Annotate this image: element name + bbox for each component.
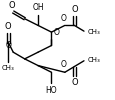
- Text: CH₃: CH₃: [87, 57, 100, 63]
- Text: OH: OH: [32, 3, 43, 12]
- Text: CH₃: CH₃: [87, 29, 100, 35]
- Text: O: O: [5, 41, 11, 50]
- Text: O: O: [53, 28, 59, 37]
- Text: CH₃: CH₃: [2, 65, 15, 71]
- Text: O: O: [60, 14, 66, 22]
- Text: O: O: [70, 78, 77, 87]
- Text: O: O: [4, 22, 11, 31]
- Text: HO: HO: [45, 86, 57, 95]
- Text: O: O: [9, 1, 15, 10]
- Text: O: O: [70, 5, 77, 14]
- Text: O: O: [60, 60, 66, 69]
